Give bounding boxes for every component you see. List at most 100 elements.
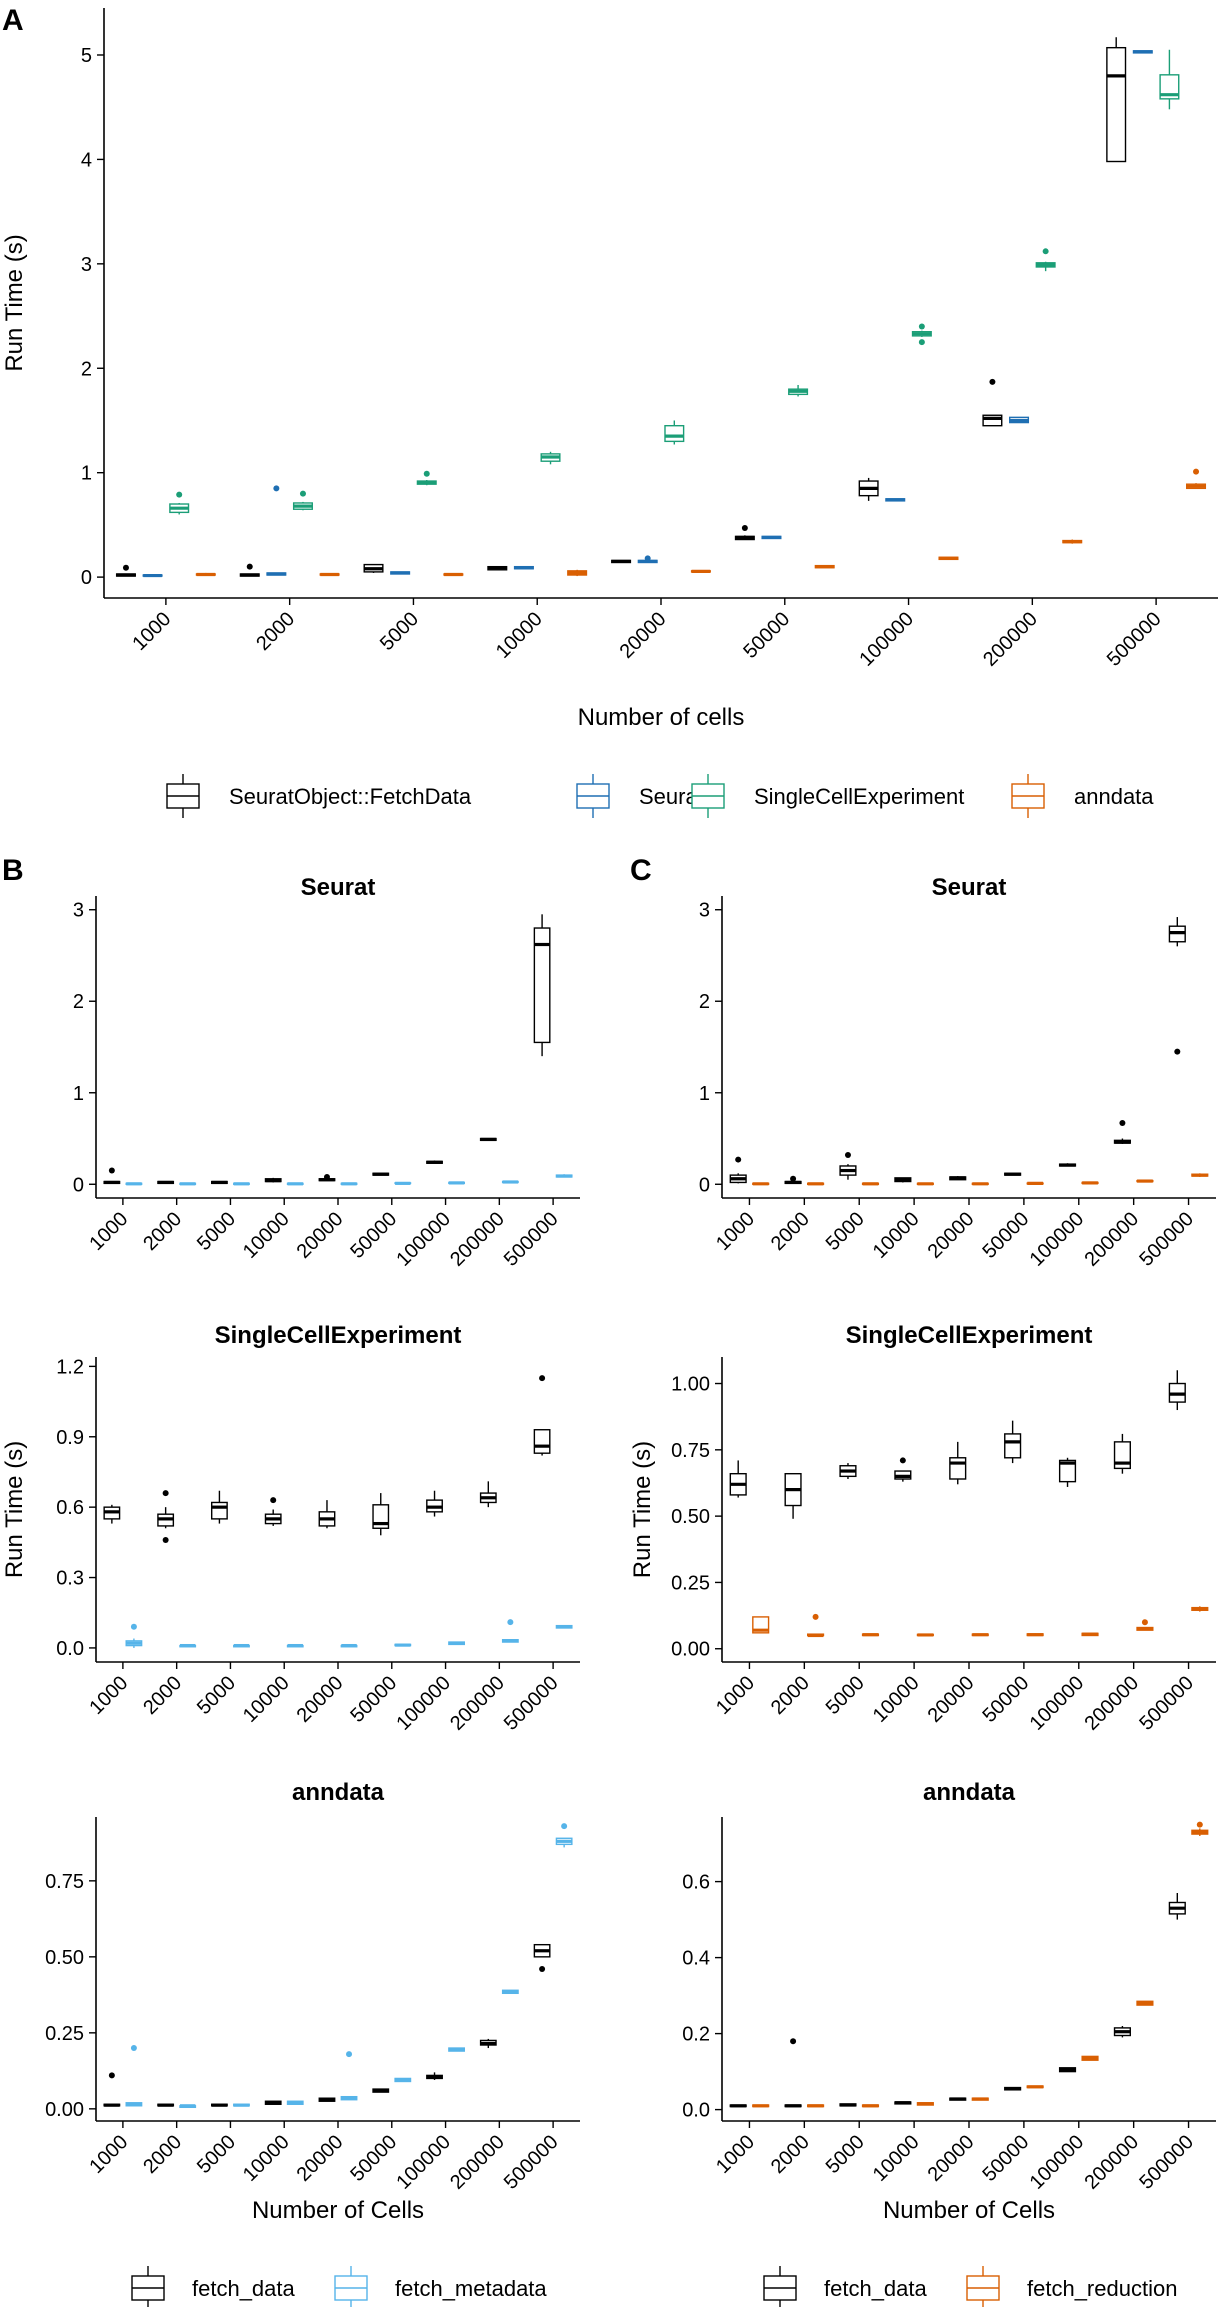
facet-title: anndata: [292, 1779, 385, 1806]
box-body: [1004, 1433, 1022, 1459]
x-tick-label: 500000: [1135, 1672, 1198, 1735]
legend: fetch_data fetch_metadata: [131, 2266, 547, 2307]
y-axis-title: Run Time (s): [1, 234, 28, 371]
facet-title: SingleCellExperiment: [846, 1322, 1093, 1349]
x-axis-title: Number of Cells: [883, 2197, 1055, 2224]
y-tick-label: 0.0: [56, 1638, 84, 1660]
outlier-point: [790, 2038, 797, 2045]
x-tick-label: 500000: [1103, 608, 1166, 671]
box: [938, 556, 959, 561]
box: [363, 563, 384, 573]
outlier-point: [122, 564, 129, 571]
box: [807, 1613, 825, 1638]
x-tick-label: 1000: [85, 1208, 132, 1255]
y-tick-label: 1: [81, 463, 92, 485]
box: [264, 1497, 282, 1526]
series-singlecellexperiment: [169, 49, 1180, 515]
series-fetch-reduction: [752, 1821, 1209, 2108]
x-tick-label: 100000: [392, 1208, 455, 1271]
outlier-point: [507, 1619, 514, 1626]
legend-key: [334, 2266, 368, 2307]
outlier-point: [162, 1537, 169, 1543]
series-fetch-reduction: [752, 1606, 1209, 1638]
box: [448, 2047, 465, 2052]
x-tick-label: 1000: [712, 2131, 759, 2178]
outlier-point: [273, 485, 280, 492]
outlier-point: [812, 1613, 819, 1620]
box: [752, 2104, 770, 2108]
box: [1035, 248, 1056, 272]
box: [1026, 2085, 1044, 2089]
box: [729, 1156, 747, 1184]
box: [1009, 416, 1030, 424]
box: [286, 2100, 304, 2105]
y-tick-label: 2: [81, 358, 92, 380]
box: [916, 1182, 934, 1186]
legend-key: [691, 774, 725, 818]
box: [729, 2104, 747, 2108]
box: [861, 2104, 880, 2108]
box: [179, 1182, 197, 1186]
outlier-point: [323, 1173, 330, 1180]
outlier-point: [270, 1497, 277, 1504]
box: [788, 384, 809, 397]
y-tick-label: 1: [699, 1083, 710, 1105]
outlier-point: [130, 2045, 137, 2052]
box: [858, 477, 879, 501]
series-seurat: [142, 50, 1153, 578]
x-tick-label: 500000: [500, 1672, 563, 1735]
box: [916, 2102, 934, 2106]
box: [266, 485, 287, 576]
x-tick-label: 2000: [767, 1672, 814, 1719]
box: [211, 1490, 228, 1524]
y-tick-label: 0: [81, 567, 92, 589]
outlier-point: [561, 1823, 568, 1830]
box: [752, 1616, 770, 1634]
legend: fetch_data fetch_reduction: [763, 2266, 1177, 2307]
y-axis-title: Run Time (s): [629, 1441, 656, 1578]
y-tick-label: 0.00: [671, 1639, 710, 1661]
outlier-point: [1174, 1048, 1181, 1055]
series-fetch-data: [729, 1370, 1186, 1519]
box: [318, 2097, 336, 2102]
box: [555, 1823, 573, 1848]
x-tick-label: 5000: [193, 1672, 240, 1719]
box: [103, 1167, 121, 1185]
box-body: [1159, 74, 1180, 100]
box: [894, 1457, 912, 1482]
outlier-point: [130, 1623, 137, 1630]
series-fetch-data: [103, 1375, 551, 1543]
box-body: [211, 1501, 228, 1520]
x-tick-label: 200000: [1080, 2131, 1143, 2194]
x-tick-label: 5000: [193, 1208, 240, 1255]
legend-label: SeuratObject::FetchData: [229, 784, 472, 809]
x-tick-label: 200000: [446, 1208, 509, 1271]
y-tick-label: 2: [73, 991, 84, 1013]
box: [1026, 1181, 1044, 1185]
box: [179, 2104, 197, 2109]
legend-key: [763, 2266, 797, 2307]
x-tick-label: 5000: [376, 608, 423, 655]
box: [1186, 468, 1207, 490]
outlier-point: [108, 1167, 115, 1174]
x-tick-label: 100000: [1026, 1208, 1089, 1271]
box: [1026, 1633, 1044, 1637]
box: [1004, 1420, 1022, 1464]
outlier-point: [644, 555, 651, 562]
outlier-point: [918, 323, 925, 330]
box: [814, 564, 835, 569]
box: [807, 2104, 825, 2108]
x-tick-label: 100000: [392, 2131, 455, 2194]
box: [487, 565, 508, 571]
outlier-point: [918, 339, 925, 346]
y-tick-label: 0.9: [56, 1427, 84, 1449]
box: [264, 1177, 282, 1183]
box: [807, 1182, 825, 1186]
box: [533, 1375, 551, 1456]
box: [394, 1181, 412, 1185]
box: [211, 1180, 228, 1185]
y-tick-label: 0.75: [45, 1871, 84, 1893]
box: [233, 2103, 250, 2107]
box-body: [533, 1429, 551, 1454]
